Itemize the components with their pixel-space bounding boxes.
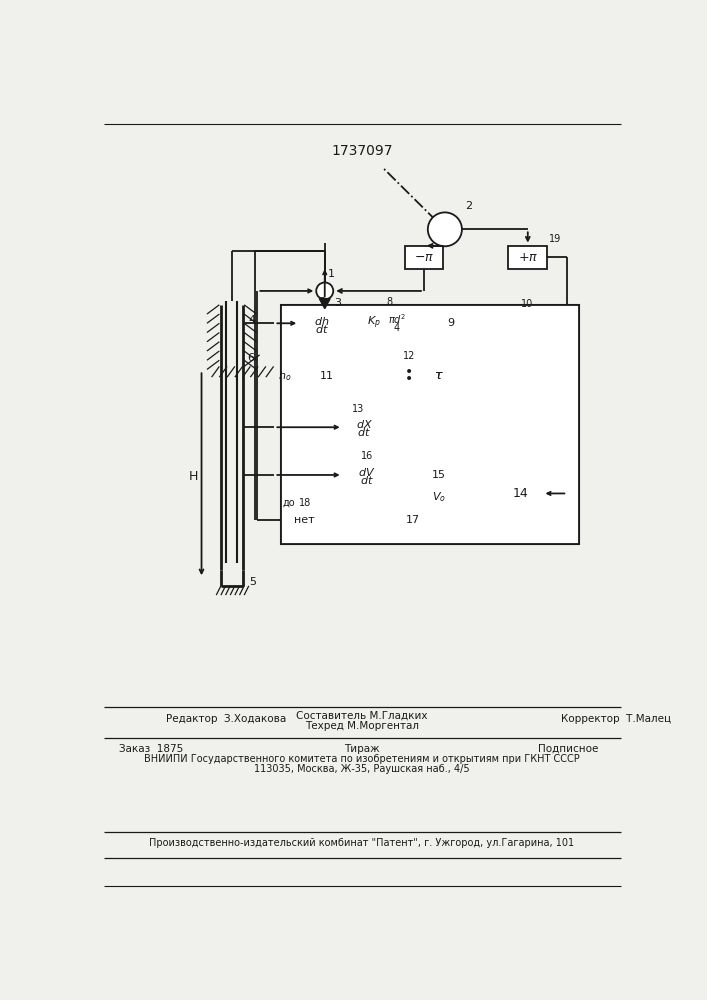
Text: Редактор  З.Ходакова: Редактор З.Ходакова bbox=[166, 714, 286, 724]
Text: 7: 7 bbox=[319, 297, 325, 307]
Text: $\pi d^2$: $\pi d^2$ bbox=[387, 313, 406, 326]
Bar bbox=[299, 307, 344, 339]
Bar bbox=[281, 507, 329, 534]
Text: $\tau$: $\tau$ bbox=[434, 369, 443, 382]
Bar bbox=[508, 246, 547, 269]
Text: до: до bbox=[282, 498, 295, 508]
Text: $V_o$: $V_o$ bbox=[432, 490, 446, 504]
Bar bbox=[482, 307, 519, 339]
Text: $-\pi$: $-\pi$ bbox=[414, 251, 434, 264]
Text: •: • bbox=[405, 365, 414, 379]
Text: 18: 18 bbox=[298, 498, 310, 508]
Text: 10: 10 bbox=[521, 299, 533, 309]
Text: 17: 17 bbox=[406, 515, 420, 525]
Text: $dV$: $dV$ bbox=[358, 466, 375, 478]
Text: 11: 11 bbox=[320, 371, 334, 381]
Text: Тираж: Тираж bbox=[344, 744, 380, 754]
Text: 1: 1 bbox=[328, 269, 335, 279]
Circle shape bbox=[316, 282, 333, 299]
Text: Производственно-издательский комбинат "Патент", г. Ужгород, ул.Гагарина, 101: Производственно-издательский комбинат "П… bbox=[149, 838, 575, 848]
Text: 8: 8 bbox=[386, 297, 392, 307]
Text: ВНИИПИ Государственного комитета по изобретениям и открытиям при ГКНТ СССР: ВНИИПИ Государственного комитета по изоб… bbox=[144, 754, 580, 764]
Bar bbox=[343, 413, 386, 442]
Bar bbox=[305, 360, 348, 391]
Bar bbox=[436, 307, 467, 339]
Text: $4$: $4$ bbox=[393, 321, 401, 333]
Text: 4: 4 bbox=[249, 315, 256, 325]
Text: $h_o$: $h_o$ bbox=[278, 369, 291, 383]
Text: 16: 16 bbox=[361, 451, 373, 461]
Bar bbox=[498, 463, 542, 524]
Bar bbox=[391, 507, 436, 534]
Text: 1737097: 1737097 bbox=[331, 144, 392, 158]
Text: 113035, Москва, Ж-35, Раушская наб., 4/5: 113035, Москва, Ж-35, Раушская наб., 4/5 bbox=[254, 764, 469, 774]
Text: 19: 19 bbox=[549, 234, 561, 244]
Text: 5: 5 bbox=[249, 577, 256, 587]
Text: •: • bbox=[405, 372, 414, 386]
Bar bbox=[421, 460, 457, 490]
Text: 2: 2 bbox=[465, 201, 472, 211]
Bar bbox=[361, 307, 417, 339]
Text: 9: 9 bbox=[448, 318, 455, 328]
Text: 3: 3 bbox=[334, 298, 341, 308]
Text: $+\pi$: $+\pi$ bbox=[518, 251, 538, 264]
Circle shape bbox=[428, 212, 462, 246]
Text: $\tau$: $\tau$ bbox=[434, 369, 443, 382]
Text: $dX$: $dX$ bbox=[356, 418, 373, 430]
Text: 12: 12 bbox=[403, 351, 416, 361]
Text: 14: 14 bbox=[512, 487, 528, 500]
Text: 13: 13 bbox=[352, 404, 364, 414]
Bar bbox=[281, 305, 579, 544]
Text: $dt$: $dt$ bbox=[315, 323, 329, 335]
Bar bbox=[392, 360, 426, 391]
Text: Техред М.Моргентал: Техред М.Моргентал bbox=[305, 721, 419, 731]
Text: Подписное: Подписное bbox=[538, 744, 598, 754]
Polygon shape bbox=[320, 299, 330, 309]
Text: $dt$: $dt$ bbox=[358, 426, 371, 438]
Text: Составитель М.Гладких: Составитель М.Гладких bbox=[296, 711, 428, 721]
Bar bbox=[281, 305, 579, 544]
Text: H: H bbox=[189, 470, 199, 483]
Bar bbox=[343, 460, 391, 490]
Text: нет: нет bbox=[294, 515, 315, 525]
Text: $K_p$: $K_p$ bbox=[367, 315, 380, 331]
Text: $dt$: $dt$ bbox=[360, 474, 373, 486]
Bar bbox=[404, 246, 443, 269]
Text: $dh$: $dh$ bbox=[314, 315, 329, 327]
Text: 15: 15 bbox=[432, 470, 446, 480]
Text: Корректор  Т.Малец: Корректор Т.Малец bbox=[561, 714, 671, 724]
Text: Заказ  1875: Заказ 1875 bbox=[119, 744, 184, 754]
Text: 6: 6 bbox=[247, 353, 255, 363]
